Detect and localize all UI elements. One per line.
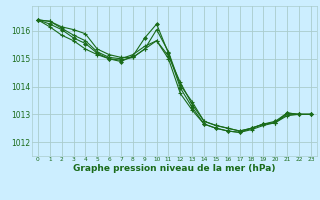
X-axis label: Graphe pression niveau de la mer (hPa): Graphe pression niveau de la mer (hPa) [73,164,276,173]
